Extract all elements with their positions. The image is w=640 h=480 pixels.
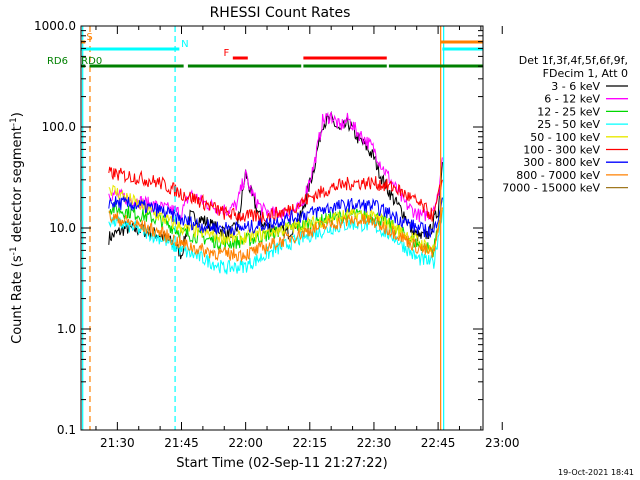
- y-label-part: ): [10, 112, 25, 117]
- series-line-1: [108, 111, 443, 223]
- x-tick-label: 21:45: [164, 436, 199, 450]
- x-tick-label: 23:00: [485, 436, 520, 450]
- state-label-rd0: RD0: [81, 56, 102, 67]
- legend-entry: 7000 - 15000 keV: [502, 182, 600, 195]
- chart-title: RHESSI Count Rates: [210, 5, 351, 21]
- state-label-s: S: [86, 32, 92, 43]
- series-line-5: [108, 166, 443, 225]
- y-tick-label: 1000.0: [34, 19, 76, 33]
- legend-entry: 300 - 800 keV: [523, 156, 600, 169]
- y-tick-label: 1.0: [57, 322, 76, 336]
- legend-header: Det 1f,3f,4f,5f,6f,9f,: [519, 54, 628, 67]
- series-line-6: [108, 195, 443, 239]
- legend-entry: 25 - 50 keV: [537, 118, 600, 131]
- series-line-7: [108, 207, 443, 263]
- legend: Det 1f,3f,4f,5f,6f,9f,FDecim 1, Att 03 -…: [502, 54, 628, 195]
- state-label-rd6: RD6: [47, 56, 68, 67]
- x-tick-label: 22:45: [421, 436, 456, 450]
- y-label-part: Count Rate (s: [10, 255, 25, 344]
- y-label-part: detector segment: [10, 126, 25, 246]
- y-label-superscript: -1: [9, 117, 19, 126]
- y-axis-label: Count Rate (s-1 detector segment-1): [9, 112, 25, 344]
- legend-header: FDecim 1, Att 0: [543, 67, 628, 80]
- x-tick-label: 21:30: [100, 436, 135, 450]
- legend-entry: 3 - 6 keV: [551, 80, 600, 93]
- y-label-superscript: -1: [9, 246, 19, 255]
- x-tick-label: 22:15: [293, 436, 328, 450]
- legend-entry: 100 - 300 keV: [523, 144, 600, 157]
- state-label-f: F: [224, 48, 230, 59]
- legend-entry: 800 - 7000 keV: [516, 169, 600, 182]
- axis-layer: 21:30 21:45 22:00 22:15 22:30 22:45 23:00 0.1 1.…: [34, 19, 520, 450]
- state-layer: S N F RD0 RD6: [47, 32, 483, 68]
- x-axis-label: Start Time (02-Sep-11 21:27:22): [176, 456, 387, 471]
- y-tick-label: 0.1: [57, 423, 76, 437]
- footer-timestamp: 19-Oct-2021 18:41: [558, 468, 634, 477]
- y-tick-label: 100.0: [42, 120, 76, 134]
- x-tick-label: 22:30: [357, 436, 392, 450]
- legend-entry: 12 - 25 keV: [537, 105, 600, 118]
- y-tick-label: 10.0: [49, 221, 76, 235]
- legend-entry: 50 - 100 keV: [530, 131, 600, 144]
- x-tick-label: 22:00: [228, 436, 263, 450]
- series-layer: [108, 110, 443, 275]
- legend-entry: 6 - 12 keV: [544, 93, 600, 106]
- state-label-n: N: [181, 39, 188, 50]
